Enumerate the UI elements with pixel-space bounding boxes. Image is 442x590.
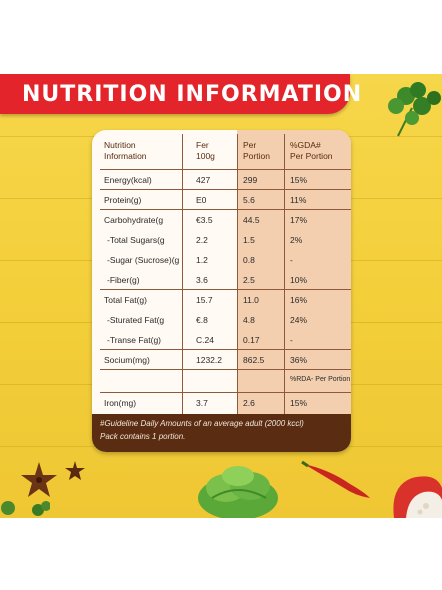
nutrition-panel: NUTRITION INFORMATION [0, 74, 442, 518]
title-banner: NUTRITION INFORMATION [0, 74, 361, 114]
row-label: Carbohydrate(g [104, 215, 164, 225]
row-gda: 24% [290, 315, 308, 325]
page-title: NUTRITION INFORMATION [22, 82, 363, 107]
nutrition-table: Nutrition Information Fer 100g Per Porti… [92, 130, 351, 452]
row-per-portion: 2.6 [243, 398, 255, 408]
star-anise-icon [65, 461, 85, 480]
row-label: Total Fat(g) [104, 295, 147, 305]
row-per-portion: 1.5 [243, 235, 255, 245]
row-gda: 36% [290, 355, 308, 365]
row-gda: - [290, 255, 293, 265]
column-divider [237, 134, 238, 414]
row-label: -Transe Fat(g) [107, 335, 162, 345]
row-divider [100, 209, 351, 210]
column-divider [182, 134, 183, 414]
row-per-100g: 427 [196, 175, 211, 185]
row-per-100g: 1.2 [196, 255, 208, 265]
row-label: Socium(mg) [104, 355, 150, 365]
header-nutrition: Nutrition Information [104, 140, 147, 161]
row-label: -Fiber(g) [107, 275, 140, 285]
row-per-portion: 2.5 [243, 275, 255, 285]
row-label: Energy(kcal) [104, 175, 152, 185]
row-divider [100, 169, 351, 170]
row-per-100g: €.8 [196, 315, 208, 325]
row-divider [100, 392, 351, 393]
row-label: Protein(g) [104, 195, 142, 205]
row-per-100g: C.24 [196, 335, 214, 345]
portion-column-shade [237, 130, 351, 414]
bell-pepper-icon [393, 476, 442, 518]
row-per-portion: 5.6 [243, 195, 255, 205]
lettuce-icon [198, 466, 278, 518]
rda-note: %RDA- Per Portion [290, 376, 351, 383]
chili-pepper-icon [301, 460, 370, 498]
row-divider [100, 289, 351, 290]
row-divider [100, 369, 351, 370]
row-gda: - [290, 335, 293, 345]
herb-sprig-icon [1, 501, 50, 516]
header-gda: %GDA# Per Portion [290, 140, 333, 161]
star-anise-icon [21, 462, 57, 497]
row-gda: 11% [290, 195, 307, 205]
row-per-portion: 11.0 [243, 295, 259, 305]
parsley-icon [388, 82, 441, 137]
row-gda: 15% [290, 175, 308, 185]
row-per-100g: 2.2 [196, 235, 208, 245]
row-per-100g: E0 [196, 195, 207, 205]
row-per-portion: 299 [243, 175, 258, 185]
row-label: Iron(mg) [104, 398, 137, 408]
header-per-portion: Per Portion [243, 140, 270, 161]
row-label: -Total Sugars(g [107, 235, 165, 245]
column-divider [284, 134, 285, 414]
row-per-100g: 3.6 [196, 275, 208, 285]
header-per-100g: Fer 100g [196, 140, 215, 161]
row-per-100g: 3.7 [196, 398, 208, 408]
row-per-100g: 15.7 [196, 295, 213, 305]
row-gda: 17% [290, 215, 308, 225]
row-gda: 16% [290, 295, 308, 305]
row-per-100g: €3.5 [196, 215, 213, 225]
row-label: -Sugar (Sucrose)(g [107, 255, 180, 265]
pack-footnote: Pack contains 1 portion. [100, 432, 186, 441]
row-per-portion: 862.5 [243, 355, 265, 365]
gda-footnote: #Guideline Daily Amounts of an average a… [100, 419, 304, 428]
row-gda: 10% [290, 275, 308, 285]
row-divider [100, 189, 351, 190]
row-gda: 15% [290, 398, 308, 408]
row-per-portion: 0.17 [243, 335, 260, 345]
row-divider [100, 349, 351, 350]
row-per-portion: 44.5 [243, 215, 260, 225]
row-per-100g: 1232.2 [196, 355, 222, 365]
row-gda: 2% [290, 235, 303, 245]
table-footer: #Guideline Daily Amounts of an average a… [92, 414, 351, 452]
row-per-portion: 4.8 [243, 315, 255, 325]
row-label: -Sturated Fat(g [107, 315, 165, 325]
row-per-portion: 0.8 [243, 255, 255, 265]
